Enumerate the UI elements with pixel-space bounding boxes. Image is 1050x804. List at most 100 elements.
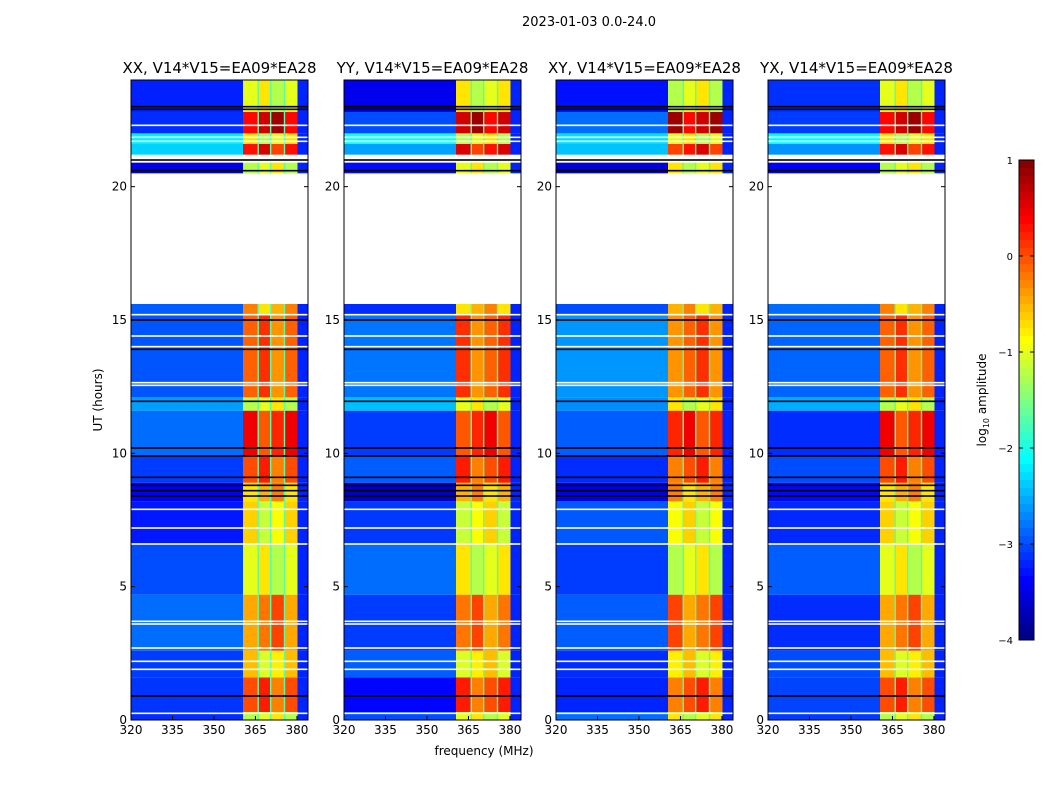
band-cell xyxy=(243,162,259,174)
subband-gap xyxy=(682,410,684,456)
flagged-row xyxy=(556,140,733,143)
background-cell xyxy=(768,314,881,398)
subband-gap xyxy=(470,144,472,155)
colorbar-swatch xyxy=(1019,400,1034,409)
band-cell xyxy=(270,501,285,544)
band-cell xyxy=(284,304,298,315)
band-cell xyxy=(683,410,696,456)
band-cell xyxy=(895,80,908,112)
background-cell xyxy=(934,544,945,595)
band-cell xyxy=(284,544,298,595)
subband-gap xyxy=(894,133,896,144)
subband-gap xyxy=(708,397,711,411)
background-cell xyxy=(131,456,244,483)
band-cell xyxy=(243,144,259,155)
band-cell xyxy=(668,112,684,134)
band-cell xyxy=(880,144,896,155)
subband-gap xyxy=(496,482,499,502)
band-cell xyxy=(668,544,684,595)
band-cell xyxy=(895,594,908,651)
background-cell xyxy=(768,594,881,651)
subband-gap xyxy=(269,410,272,456)
flagged-row xyxy=(768,345,945,348)
gap-row xyxy=(556,476,733,479)
gap-row xyxy=(344,447,521,449)
y-tick-label: 20 xyxy=(749,180,764,194)
band-cell xyxy=(895,397,908,411)
band-cell xyxy=(456,144,472,155)
x-tick-label: 350 xyxy=(416,723,439,737)
flagged-row xyxy=(556,623,733,625)
subband-gap xyxy=(894,544,896,595)
background-cell xyxy=(722,162,733,174)
band-cell xyxy=(471,144,484,155)
background-cell xyxy=(722,456,733,483)
subband-gap xyxy=(482,410,485,456)
background-cell xyxy=(768,410,881,456)
band-cell xyxy=(483,162,498,174)
band-cell xyxy=(709,456,723,483)
background-cell xyxy=(510,544,521,595)
background-cell xyxy=(344,304,457,315)
flagged-row xyxy=(344,623,521,625)
colorbar-tick-label: 1 xyxy=(1007,156,1013,167)
band-cell xyxy=(709,144,723,155)
background-cell xyxy=(344,650,457,678)
background-cell xyxy=(510,112,521,134)
subband-gap xyxy=(257,144,259,155)
background-cell xyxy=(510,410,521,456)
colorbar-swatch xyxy=(1019,280,1034,289)
background-cell xyxy=(556,712,669,720)
background-cell xyxy=(722,594,733,651)
band-cell xyxy=(497,456,511,483)
band-cell xyxy=(895,544,908,595)
subband-gap xyxy=(708,650,711,678)
band-cell xyxy=(880,650,896,678)
colorbar-swatch xyxy=(1019,592,1034,601)
band-cell xyxy=(880,162,896,174)
band-cell xyxy=(270,594,285,651)
flagged-row xyxy=(344,712,521,715)
band-cell xyxy=(695,410,710,456)
band-cell xyxy=(258,304,271,315)
subband-gap xyxy=(283,304,286,315)
background-cell xyxy=(934,80,945,112)
colorbar-swatch xyxy=(1019,632,1034,641)
subband-gap xyxy=(283,712,286,720)
colorbar-swatch xyxy=(1019,504,1034,513)
band-cell xyxy=(668,677,684,712)
background-cell xyxy=(934,712,945,720)
background-cell xyxy=(934,650,945,678)
subband-gap xyxy=(894,594,896,651)
flagged-row xyxy=(556,660,733,663)
band-cell xyxy=(483,144,498,155)
background-cell xyxy=(768,144,881,155)
band-cell xyxy=(895,501,908,544)
plot-frame xyxy=(767,79,946,721)
colorbar-swatch xyxy=(1019,264,1034,273)
colorbar-tick-label: −2 xyxy=(998,444,1013,455)
flagged-row xyxy=(344,647,521,649)
subband-gap xyxy=(694,594,697,651)
band-cell xyxy=(921,144,935,155)
colorbar-swatch xyxy=(1019,520,1034,529)
band-cell xyxy=(258,133,271,144)
subband-gap xyxy=(482,112,485,134)
background-cell xyxy=(768,162,881,174)
band-cell xyxy=(243,304,259,315)
background-cell xyxy=(297,501,308,544)
band-cell xyxy=(683,112,696,134)
flagged-row xyxy=(556,543,733,545)
background-cell xyxy=(934,501,945,544)
band-cell xyxy=(880,544,896,595)
band-cell xyxy=(695,544,710,595)
background-cell xyxy=(722,133,733,144)
subband-gap xyxy=(906,80,909,112)
colorbar-swatch xyxy=(1019,256,1034,265)
gap-row xyxy=(768,447,945,449)
x-tick-label: 380 xyxy=(285,723,308,737)
background-cell xyxy=(722,677,733,712)
background-cell xyxy=(297,482,308,502)
x-tick-label: 335 xyxy=(798,723,821,737)
subband-gap xyxy=(283,144,286,155)
